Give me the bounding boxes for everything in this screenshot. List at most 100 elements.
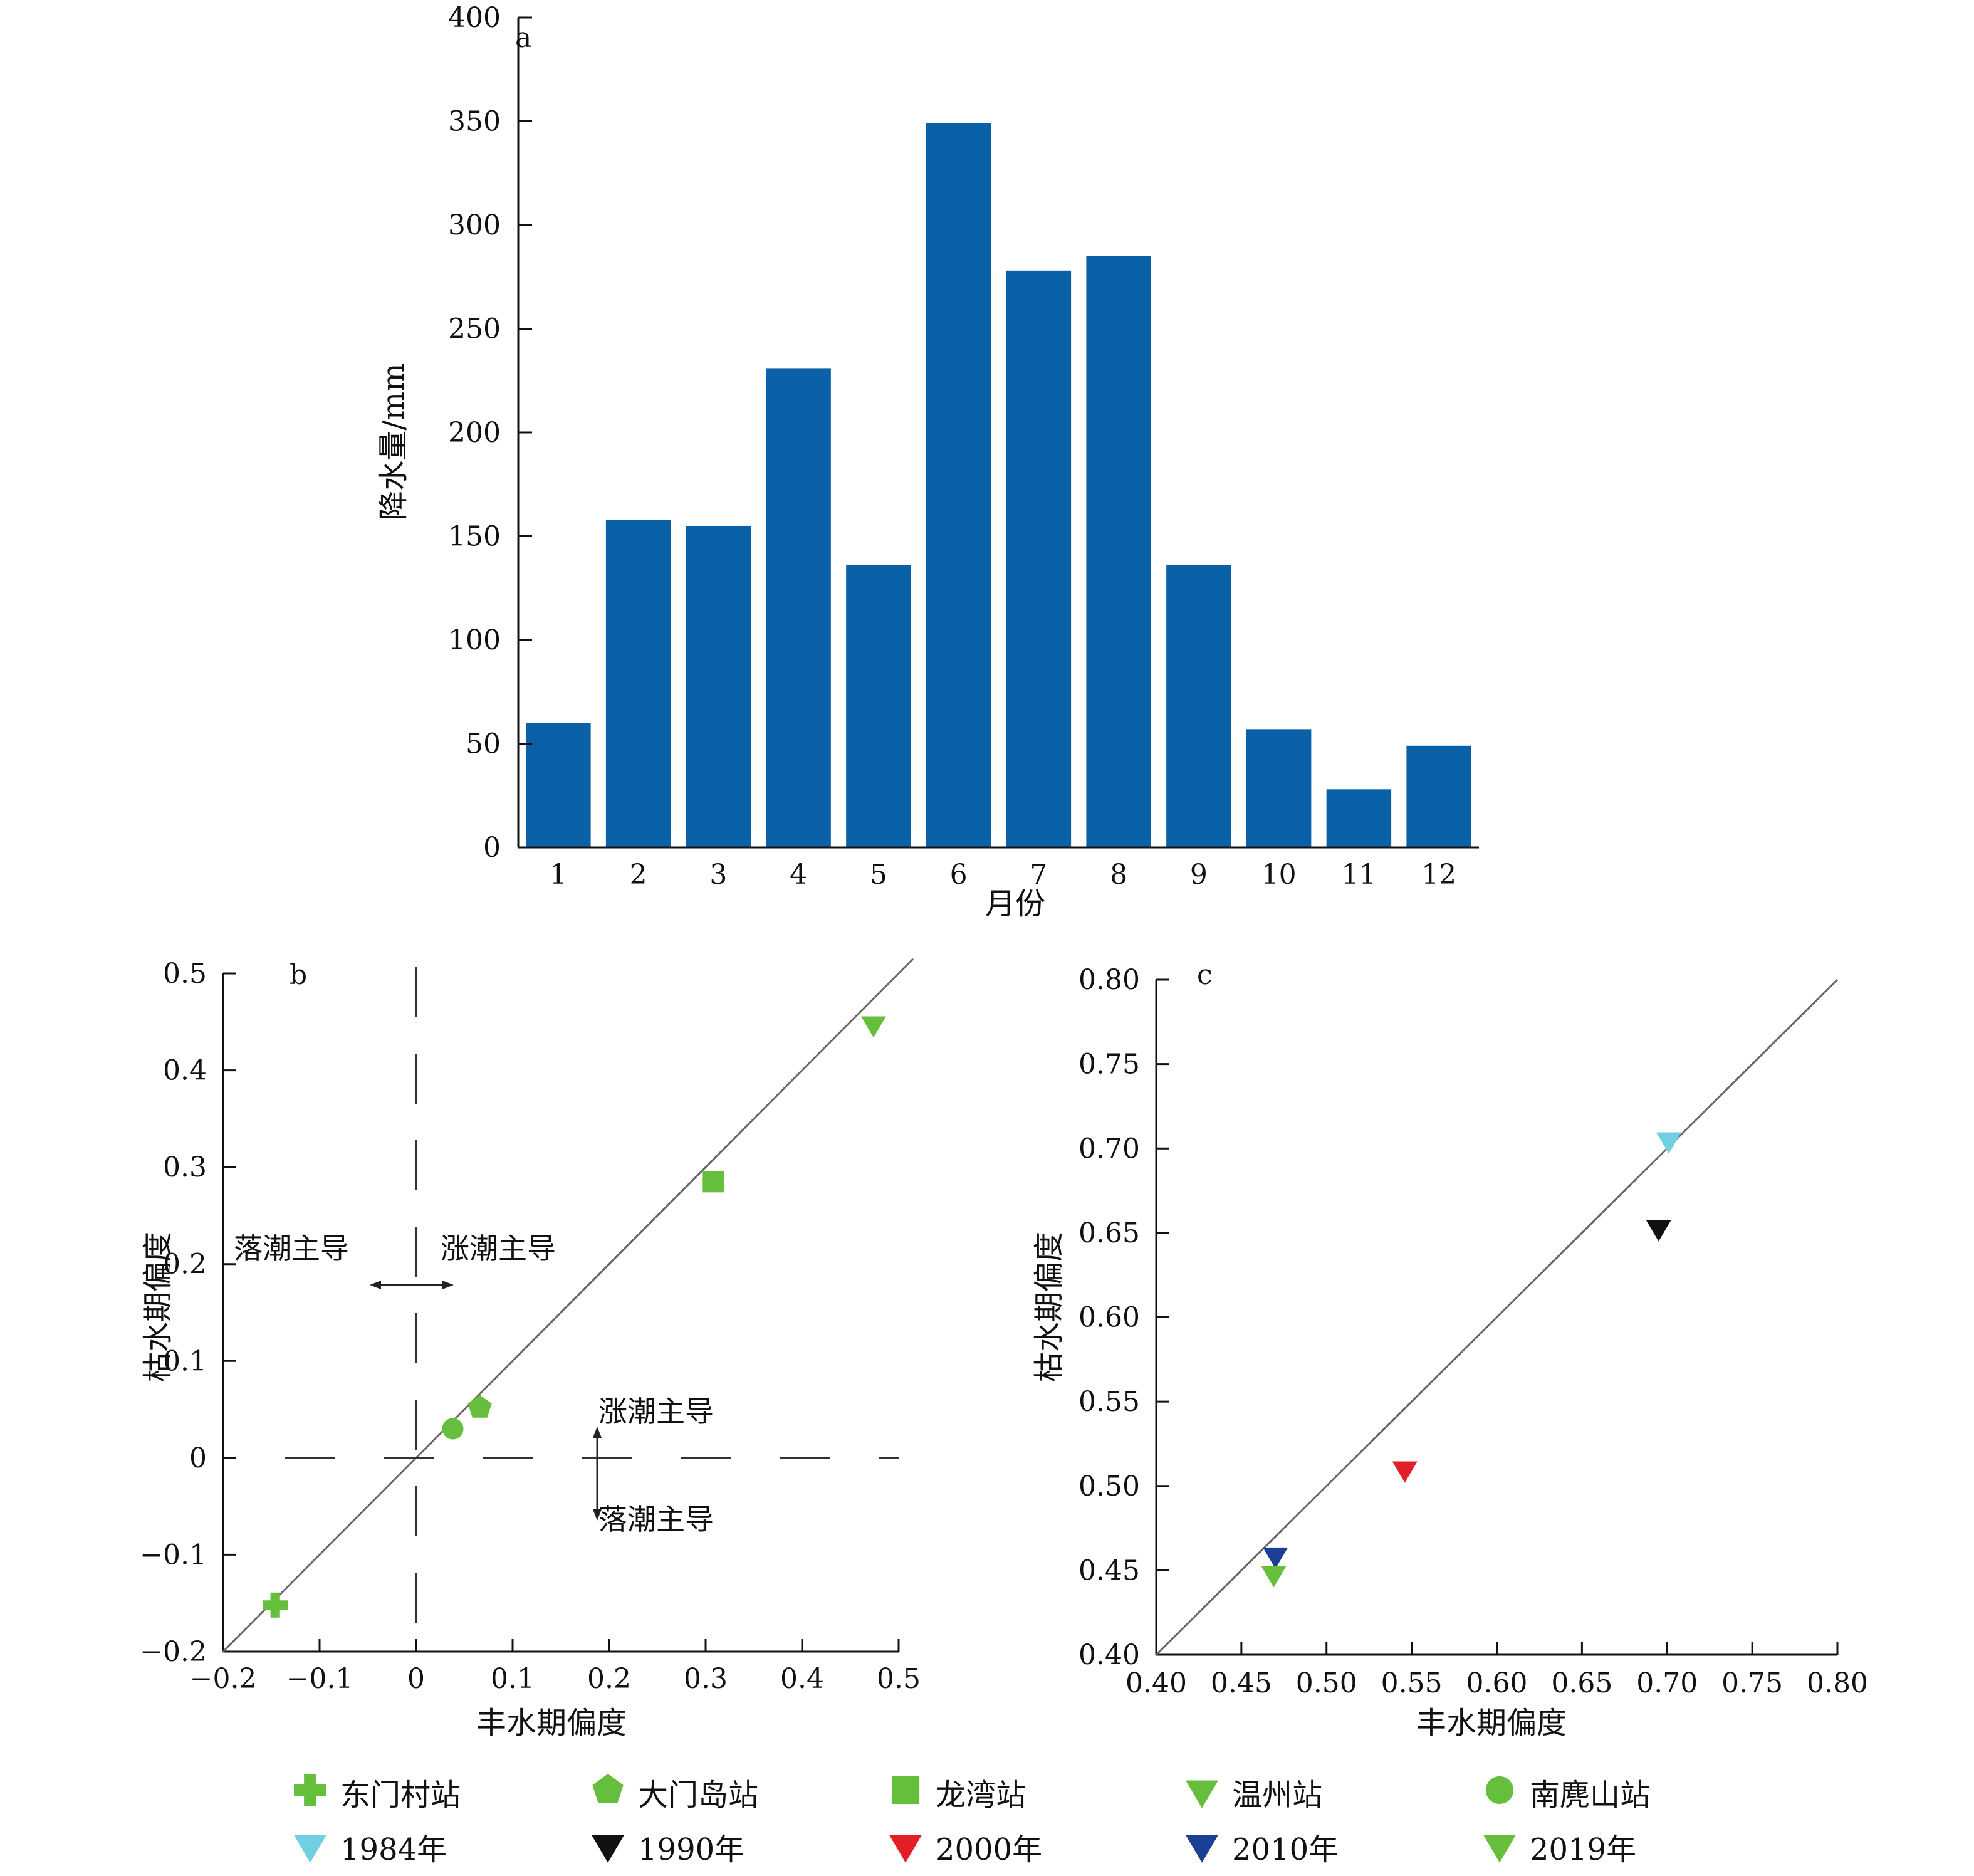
legend-label: 2010年 (1232, 1832, 1339, 1867)
legend-marker-温州站 (1186, 1780, 1218, 1808)
x-tick-label: 0.3 (684, 1663, 728, 1695)
y-tick-label: 0.75 (1078, 1049, 1140, 1081)
y-tick-label: 400 (448, 2, 501, 34)
y-tick-label: 200 (448, 417, 501, 449)
panel-a-bar-chart: a 1 2 3 4 5 6 7 8 9 10 11 1205010015020025030035040… (376, 2, 1479, 921)
y-tick-label: 0.60 (1078, 1302, 1140, 1334)
one-to-one-line (1155, 978, 1839, 1656)
arrow-head-right (442, 1281, 454, 1289)
x-tick-label: 0.4 (780, 1663, 824, 1695)
x-tick-label: 0.1 (491, 1663, 535, 1695)
x-tick-label: 12 (1421, 859, 1456, 891)
legend-item-2010年: 2010年 (1186, 1832, 1339, 1867)
x-tick-label: 7 (1030, 859, 1047, 891)
x-tick-label: 8 (1110, 859, 1127, 891)
y-tick-label: 0.1 (163, 1345, 207, 1377)
y-tick-label: 0.45 (1078, 1554, 1140, 1586)
bar-month-9 (1166, 565, 1231, 847)
panel-a-xlabel: 月份 (985, 886, 1045, 921)
y-tick-label: 0.65 (1078, 1217, 1140, 1249)
bar-month-5 (846, 565, 911, 847)
y-tick-label: 150 (448, 521, 501, 553)
point-东门村站 (263, 1592, 288, 1618)
legend: 东门村站 大门岛站 龙湾站 温州站 南麂山站 1984年 1990年 2000年 2010年 20… (294, 1774, 1650, 1867)
legend-marker-1984年 (294, 1835, 326, 1863)
x-tick-label: −0.2 (190, 1663, 257, 1695)
y-tick-label: −0.2 (140, 1636, 207, 1668)
bar-month-7 (1006, 270, 1072, 847)
bar-month-10 (1246, 729, 1312, 847)
x-tick-label: 0.5 (877, 1663, 921, 1695)
point-龙湾站 (702, 1171, 724, 1193)
x-tick-label: 5 (870, 859, 887, 891)
bar-month-11 (1326, 789, 1392, 847)
x-tick-label: 0.65 (1551, 1667, 1612, 1699)
legend-label: 1984年 (340, 1832, 447, 1867)
x-tick-label: 9 (1190, 859, 1208, 891)
y-tick-label: 50 (466, 728, 501, 760)
legend-item-东门村站: 东门村站 (294, 1774, 461, 1813)
panel-c-points (1261, 1132, 1681, 1588)
y-tick-label: 0 (483, 832, 501, 864)
x-tick-label: 0.2 (587, 1663, 631, 1695)
legend-label: 东门村站 (340, 1778, 461, 1813)
arrow-head-left (370, 1281, 381, 1289)
x-tick-label: 1 (550, 859, 567, 891)
point-南麂山站 (442, 1418, 464, 1440)
panel-a-bars (526, 123, 1471, 847)
y-tick-label: 0.50 (1078, 1470, 1140, 1502)
legend-item-1990年: 1990年 (592, 1832, 744, 1867)
panel-b-scatter: b −0.2 −0.1 0 0.1 0.2 0.3 0.4 0.5 −0.2 −0.1 0 0.1 0.… (140, 958, 921, 1741)
annotation-right-top: 涨潮主导 (441, 1232, 556, 1266)
x-tick-label: 0.75 (1721, 1667, 1783, 1699)
legend-marker-大门岛站 (592, 1774, 624, 1803)
panel-c-axes: 0.40 0.45 0.50 0.55 0.60 0.65 0.70 0.75 0.80 0.40… (1078, 964, 1868, 1699)
legend-label: 2000年 (936, 1832, 1042, 1867)
legend-item-温州站: 温州站 (1186, 1778, 1322, 1813)
x-tick-label: 3 (709, 859, 727, 891)
point-大门岛站 (467, 1395, 492, 1418)
x-tick-label: 0.55 (1381, 1667, 1443, 1699)
y-tick-label: 0.55 (1078, 1386, 1140, 1418)
legend-label: 大门岛站 (638, 1778, 758, 1813)
legend-item-大门岛站: 大门岛站 (592, 1774, 758, 1813)
legend-item-南麂山站: 南麂山站 (1485, 1776, 1650, 1813)
legend-marker-2019年 (1483, 1835, 1516, 1863)
legend-label: 2019年 (1530, 1832, 1636, 1867)
bar-month-3 (686, 525, 751, 847)
annotation-left-top: 落潮主导 (234, 1232, 349, 1266)
one-to-one-line (222, 958, 914, 1653)
point-2019年 (1261, 1566, 1287, 1588)
x-tick-label: 0.40 (1125, 1667, 1187, 1699)
x-tick-label: 11 (1341, 859, 1376, 891)
x-tick-label: 10 (1261, 859, 1297, 891)
annotation-lower-right: 落潮主导 (598, 1502, 714, 1536)
bar-month-1 (526, 723, 591, 847)
legend-label: 龙湾站 (936, 1778, 1026, 1813)
panel-c-xlabel: 丰水期偏度 (1416, 1706, 1567, 1741)
y-tick-label: 100 (448, 624, 501, 656)
legend-label: 温州站 (1232, 1778, 1322, 1813)
legend-marker-2000年 (889, 1835, 922, 1863)
legend-label: 1990年 (638, 1832, 744, 1867)
panel-c-tag: c (1197, 959, 1213, 991)
bar-month-6 (926, 123, 991, 847)
x-tick-label: 0.50 (1296, 1667, 1357, 1699)
legend-item-2019年: 2019年 (1483, 1832, 1636, 1867)
panel-b-xlabel: 丰水期偏度 (476, 1706, 627, 1741)
y-tick-label: 350 (448, 106, 501, 138)
panel-c-ylabel: 枯水期偏度 (1031, 1232, 1067, 1382)
legend-marker-龙湾站 (891, 1776, 920, 1805)
annotation-upper-right: 涨潮主导 (598, 1395, 714, 1428)
x-tick-label: −0.1 (286, 1663, 353, 1695)
panel-c-scatter: c 0.40 0.45 0.50 0.55 0.60 0.65 0.70 0.75 0.800.… (1031, 959, 1868, 1741)
legend-marker-2010年 (1186, 1835, 1218, 1863)
point-2000年 (1392, 1461, 1418, 1483)
arrow-head-up (593, 1427, 602, 1438)
x-tick-label: 0.60 (1466, 1667, 1528, 1699)
point-温州站 (860, 1016, 886, 1038)
x-tick-label: 0.45 (1211, 1667, 1272, 1699)
x-tick-label: 6 (950, 859, 968, 891)
